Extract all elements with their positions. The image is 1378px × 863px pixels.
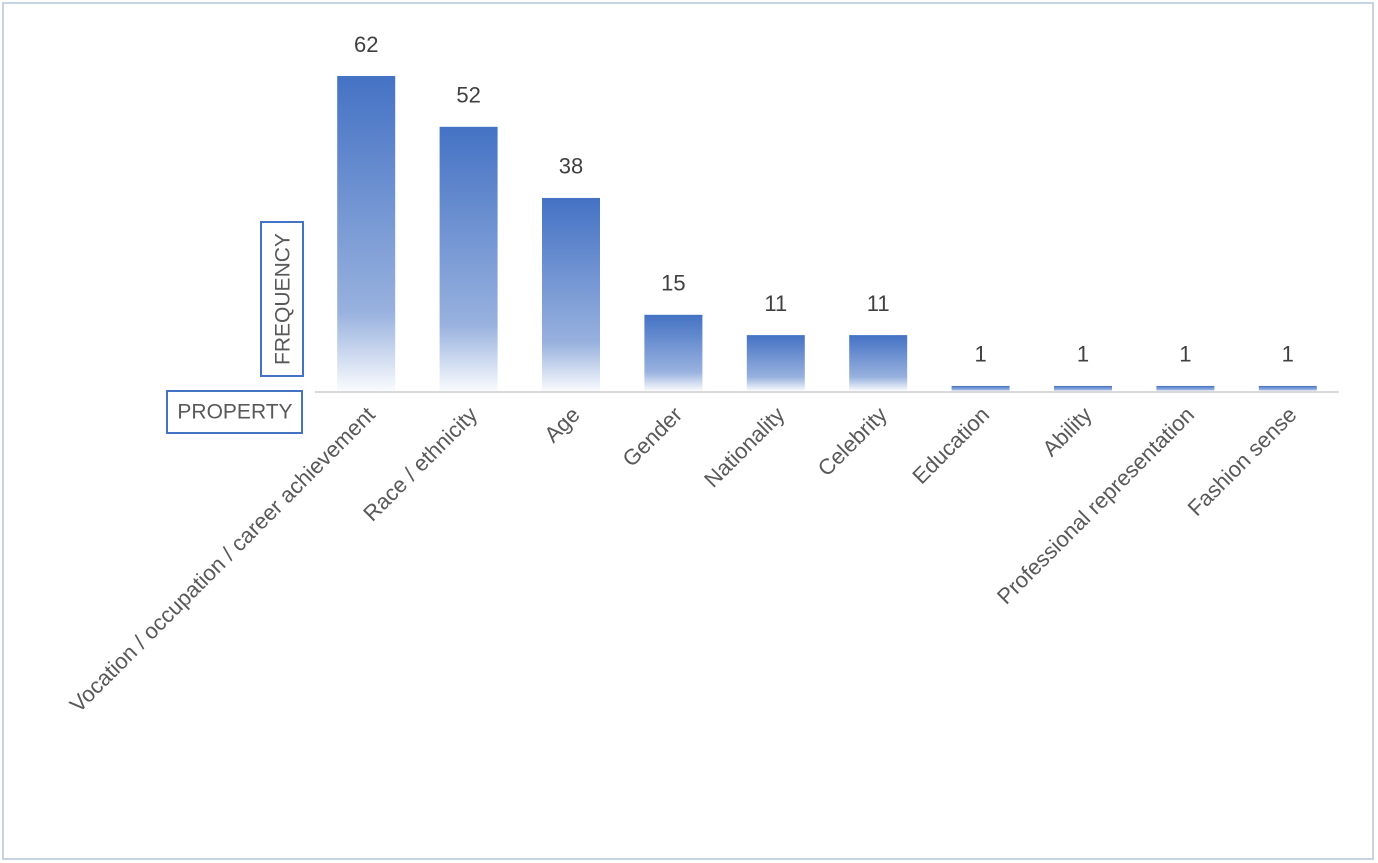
bar [542,197,600,391]
value-label: 62 [354,32,378,57]
y-axis-label: FREQUENCY [272,233,295,365]
bar [849,335,908,391]
value-label: 11 [867,291,890,316]
bar [746,335,805,391]
bar [951,385,1010,391]
value-label: 38 [559,154,583,179]
bar [1156,385,1215,391]
x-axis-label: PROPERTY [177,401,292,424]
value-label: 1 [1077,342,1089,367]
value-label: 11 [764,291,787,316]
value-label: 1 [974,342,986,367]
bar [1054,385,1112,391]
value-label: 1 [1282,342,1294,367]
value-label: 1 [1179,342,1191,367]
bar [644,314,703,391]
bar [1258,385,1317,391]
x-label-box [166,390,303,434]
bar [337,76,396,391]
value-label: 15 [661,271,685,296]
value-label: 52 [456,83,480,108]
bar [439,126,498,391]
y-label-box [260,221,304,377]
